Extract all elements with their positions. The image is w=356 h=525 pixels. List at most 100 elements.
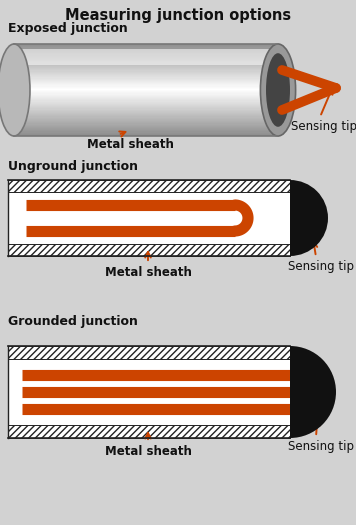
Bar [14, 78, 278, 80]
Bar [14, 75, 278, 76]
Bar [14, 70, 278, 71]
Bar [14, 107, 278, 108]
Bar [14, 121, 278, 122]
Bar [14, 54, 278, 56]
Bar [14, 81, 278, 83]
Bar [14, 49, 278, 51]
Bar [14, 112, 278, 114]
Bar [14, 108, 278, 110]
Bar [14, 62, 278, 64]
Bar [14, 117, 278, 119]
Bar [14, 133, 278, 135]
Bar [14, 44, 278, 45]
Bar [14, 58, 278, 60]
Bar [14, 92, 278, 93]
Bar [14, 46, 278, 47]
Text: Sensing tip: Sensing tip [288, 260, 354, 273]
Bar [14, 67, 278, 68]
Text: Unground junction: Unground junction [8, 160, 138, 173]
Bar [14, 101, 278, 103]
Bar [14, 97, 278, 98]
Bar [14, 131, 278, 132]
Wedge shape [290, 346, 336, 438]
Bar [14, 106, 278, 107]
Bar [14, 89, 278, 91]
Bar [14, 134, 278, 136]
Bar [14, 109, 278, 111]
Text: Measuring junction options: Measuring junction options [65, 8, 291, 23]
Bar [14, 76, 278, 77]
Bar [14, 113, 278, 116]
Text: Sensing tip: Sensing tip [291, 120, 356, 133]
Bar [14, 72, 278, 74]
Bar [8, 346, 290, 359]
Bar [14, 64, 278, 66]
Bar [14, 60, 278, 61]
Bar [14, 91, 278, 92]
Bar [14, 128, 278, 129]
Text: Metal sheath: Metal sheath [87, 138, 173, 151]
Bar [14, 94, 278, 96]
Bar [14, 55, 278, 57]
Bar [8, 244, 290, 256]
Bar [8, 192, 290, 244]
Bar [14, 85, 278, 87]
Bar [14, 68, 278, 69]
Bar [14, 61, 278, 62]
Bar [14, 110, 278, 112]
Bar [14, 86, 278, 88]
Bar [14, 65, 278, 67]
Bar [14, 56, 278, 58]
Bar [14, 119, 278, 121]
Bar [14, 63, 278, 65]
Bar [14, 129, 278, 130]
Bar [14, 102, 278, 104]
Bar [14, 99, 278, 100]
Ellipse shape [266, 53, 290, 127]
Bar [14, 98, 278, 99]
Text: Sensing tip: Sensing tip [288, 440, 354, 453]
Bar [14, 52, 278, 55]
Bar [14, 71, 278, 73]
Ellipse shape [0, 44, 30, 136]
Bar [14, 57, 278, 59]
Bar [8, 359, 290, 425]
Bar [8, 180, 290, 192]
Bar [14, 104, 278, 106]
Text: Exposed junction: Exposed junction [8, 22, 128, 35]
Ellipse shape [260, 44, 295, 136]
Bar [14, 45, 278, 46]
Bar [14, 116, 278, 118]
Bar [14, 44, 278, 136]
Bar [8, 425, 290, 438]
Bar [14, 103, 278, 105]
Bar [14, 100, 278, 101]
Bar [14, 84, 278, 86]
Bar [14, 93, 278, 94]
Text: Metal sheath: Metal sheath [105, 266, 192, 279]
Bar [14, 122, 278, 123]
Bar [14, 95, 278, 97]
Bar [14, 132, 278, 134]
Bar [14, 77, 278, 79]
Bar [14, 87, 278, 89]
Bar [14, 50, 278, 52]
Bar [14, 69, 278, 70]
Bar [14, 130, 278, 131]
Bar [14, 118, 278, 120]
Bar [14, 88, 278, 90]
Bar [14, 51, 278, 53]
Bar [14, 125, 278, 127]
Bar [14, 47, 278, 49]
Text: Grounded junction: Grounded junction [8, 315, 138, 328]
Bar [14, 48, 278, 50]
Bar [14, 82, 278, 84]
Bar [14, 127, 278, 128]
Bar [14, 79, 278, 81]
Wedge shape [290, 180, 328, 256]
Bar [14, 123, 278, 124]
Bar [14, 74, 278, 75]
Bar [14, 111, 278, 113]
Bar [14, 49, 278, 65]
Bar [14, 124, 278, 125]
